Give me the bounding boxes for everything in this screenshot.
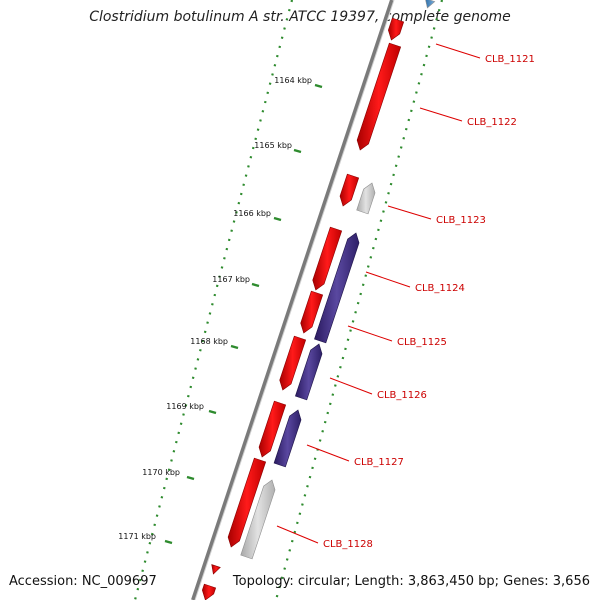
gene-label-leader xyxy=(306,444,350,462)
cds-arrow[interactable] xyxy=(314,232,360,344)
kbp-tick-mark xyxy=(208,409,217,415)
kbp-tick-mark xyxy=(164,539,173,545)
dotted-track-inner xyxy=(274,0,444,600)
cds-arrow[interactable] xyxy=(388,17,405,41)
kbp-tick-label: 1164 kbp xyxy=(274,76,312,85)
kbp-tick-label: 1168 kbp xyxy=(190,337,228,346)
cds-arrow[interactable] xyxy=(300,290,324,334)
gene-label[interactable]: CLB_1125 xyxy=(397,337,447,348)
cds-arrow[interactable] xyxy=(312,226,343,291)
cds-arrow[interactable] xyxy=(227,457,267,548)
kbp-tick-label: 1166 kbp xyxy=(233,209,271,218)
cds-arrow[interactable] xyxy=(201,583,217,600)
cds-arrow[interactable] xyxy=(356,42,402,151)
kbp-tick-mark xyxy=(251,282,260,288)
gene-label-leader xyxy=(435,43,481,59)
gene-label[interactable]: CLB_1121 xyxy=(485,54,535,65)
kbp-tick-mark xyxy=(314,83,323,89)
gene-label-leader xyxy=(329,377,373,395)
kbp-tick-mark xyxy=(186,475,195,481)
gene-label-leader xyxy=(347,325,393,342)
cds-arrow[interactable] xyxy=(295,343,323,401)
kbp-tick-label: 1171 kbp xyxy=(118,532,156,541)
gene-label[interactable]: CLB_1127 xyxy=(354,457,404,468)
cds-arrow[interactable] xyxy=(356,182,376,215)
gene-label[interactable]: CLB_1128 xyxy=(323,539,373,550)
map-title: Clostridium botulinum A str. ATCC 19397,… xyxy=(89,9,511,25)
gene-label[interactable]: CLB_1124 xyxy=(415,283,465,294)
cds-features xyxy=(201,0,436,600)
gene-label-leader xyxy=(387,205,432,220)
cds-arrow[interactable] xyxy=(258,400,287,458)
accession-text: Accession: NC_009697 xyxy=(9,574,157,589)
kbp-tick-label: 1165 kbp xyxy=(254,141,292,150)
cds-arrow[interactable] xyxy=(339,173,360,207)
gene-labels: CLB_1121 CLB_1122 CLB_1123 CLB_1124 CLB_1125… xyxy=(276,43,535,550)
kbp-tick-label: 1170 kbp xyxy=(142,468,180,477)
gene-label[interactable]: CLB_1126 xyxy=(377,390,427,401)
kbp-tick-label: 1169 kbp xyxy=(166,402,204,411)
kbp-tick-mark xyxy=(230,344,239,350)
kbp-ticks: 1164 kbp 1165 kbp 1166 kbp 1167 kbp 1168 kbp… xyxy=(118,76,323,545)
kbp-tick-label: 1167 kbp xyxy=(212,275,250,284)
gene-label[interactable]: CLB_1122 xyxy=(467,117,517,128)
cds-arrow[interactable] xyxy=(211,564,221,575)
cds-arrow[interactable] xyxy=(279,335,307,391)
cds-arrow[interactable] xyxy=(273,409,302,468)
genome-summary-text: Topology: circular; Length: 3,863,450 bp… xyxy=(232,574,590,589)
kbp-tick-mark xyxy=(293,148,302,154)
genome-backbone xyxy=(191,0,394,600)
gene-label-leader xyxy=(419,107,463,122)
gene-label-leader xyxy=(276,525,319,544)
gene-label[interactable]: CLB_1123 xyxy=(436,215,486,226)
gene-label-leader xyxy=(365,271,411,288)
cds-arrow[interactable] xyxy=(425,0,436,9)
kbp-tick-mark xyxy=(273,216,282,222)
cds-arrow[interactable] xyxy=(240,479,276,560)
